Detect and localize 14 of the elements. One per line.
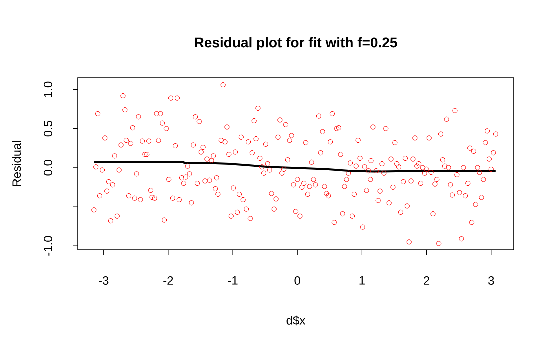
chart-title: Residual plot for fit with f=0.25 [195, 37, 398, 50]
x-tick-label: -2 [164, 276, 174, 285]
y-axis-title: Residual [12, 141, 22, 186]
x-tick-label: -1 [228, 276, 238, 285]
x-tick-label: 2 [424, 276, 430, 285]
x-axis-title: d$x [286, 316, 306, 326]
x-tick-label: -3 [99, 276, 109, 286]
y-tick-label: 1.0 [44, 82, 52, 98]
x-tick-label: 0 [294, 276, 300, 286]
x-tick-label: 1 [360, 276, 365, 285]
y-tick-label: -1.0 [44, 236, 52, 256]
y-tick-label: 0.0 [44, 160, 52, 176]
y-tick-label: 0.5 [44, 120, 52, 137]
x-tick-label: 3 [488, 276, 494, 286]
